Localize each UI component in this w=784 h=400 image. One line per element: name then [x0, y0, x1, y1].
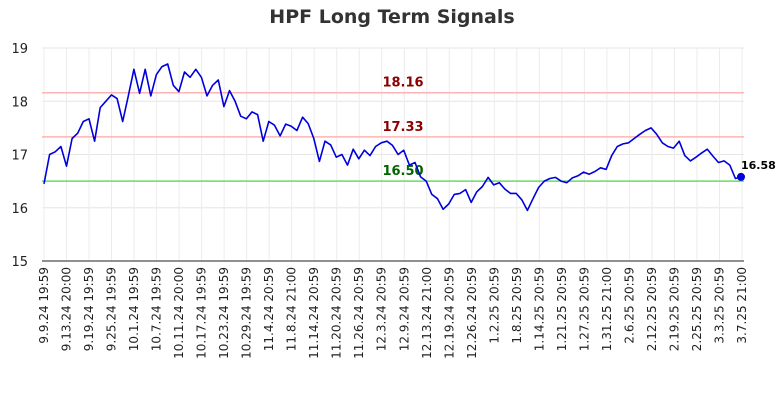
x-tick-label: 2.6.25 20:59	[622, 267, 636, 344]
x-tick-label: 9.9.24 19:59	[37, 267, 51, 344]
x-tick-label: 10.23.24 19:59	[217, 267, 231, 359]
x-tick-label: 1.2.25 20:59	[487, 267, 501, 344]
x-tick-label: 9.25.24 19:59	[105, 267, 119, 351]
x-tick-label: 1.27.25 20:59	[577, 267, 591, 351]
x-tick-label: 12.3.24 20:59	[375, 267, 389, 351]
x-tick-label: 2.25.25 20:59	[690, 267, 704, 351]
x-tick-label: 12.19.24 20:59	[442, 267, 456, 359]
last-point-marker	[737, 172, 745, 181]
x-tick-label: 1.31.25 21:00	[600, 267, 614, 351]
x-tick-label: 2.19.25 20:59	[667, 267, 681, 351]
x-tick-label: 12.9.24 20:59	[397, 267, 411, 351]
x-tick-label: 11.20.24 20:59	[330, 267, 344, 359]
x-tick-label: 10.7.24 19:59	[150, 267, 164, 351]
x-tick-label: 2.12.25 20:59	[645, 267, 659, 351]
y-tick-label: 16	[11, 202, 28, 217]
x-tick-label: 10.1.24 19:59	[127, 267, 141, 351]
x-tick-label: 1.21.25 20:59	[555, 267, 569, 351]
x-tick-label: 11.8.24 21:00	[285, 267, 299, 351]
x-tick-label: 3.3.25 20:59	[712, 267, 726, 344]
x-tick-label: 10.17.24 19:59	[195, 267, 209, 359]
y-tick-label: 17	[11, 149, 28, 164]
x-tick-label: 9.13.24 20:00	[60, 267, 74, 351]
level-label: 16.50	[382, 164, 423, 179]
x-tick-label: 10.29.24 19:59	[240, 267, 254, 359]
x-tick-label: 11.14.24 20:59	[307, 267, 321, 359]
last-value-label: 16.58	[741, 159, 776, 172]
x-tick-label: 11.4.24 20:59	[262, 267, 276, 351]
x-tick-label: 1.14.25 20:59	[532, 267, 546, 351]
y-tick-label: 19	[11, 42, 28, 57]
x-tick-label: 9.19.24 19:59	[82, 267, 96, 351]
level-label: 18.16	[382, 76, 423, 91]
x-tick-label: 11.26.24 20:59	[352, 267, 366, 359]
chart-title: HPF Long Term Signals	[269, 6, 515, 28]
level-label: 17.33	[382, 120, 423, 135]
x-tick-label: 12.13.24 21:00	[420, 267, 434, 359]
x-tick-label: 1.8.25 20:59	[510, 267, 524, 344]
x-tick-label: 12.26.24 20:59	[465, 267, 479, 359]
x-tick-label: 3.7.25 21:00	[735, 267, 749, 344]
price-line	[43, 63, 742, 212]
y-tick-label: 18	[11, 95, 28, 110]
x-tick-label: 10.11.24 20:00	[172, 267, 186, 359]
y-tick-label: 15	[11, 255, 28, 270]
